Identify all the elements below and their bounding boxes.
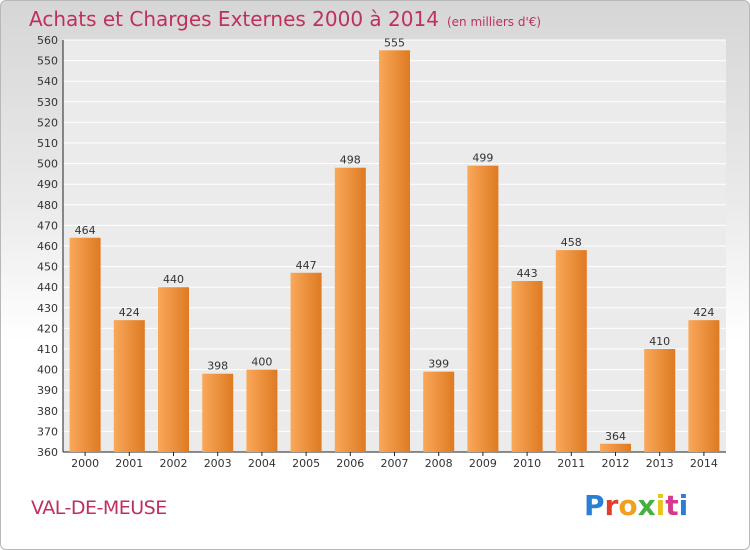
y-tick-label: 460 (37, 240, 58, 253)
y-tick-label: 410 (37, 343, 58, 356)
bar (688, 320, 720, 452)
data-label: 458 (561, 236, 582, 249)
x-tick-label: 2005 (292, 457, 320, 470)
data-label: 364 (605, 430, 626, 443)
logo-letter: t (665, 489, 679, 522)
y-tick-label: 360 (37, 446, 58, 459)
bar (555, 250, 587, 452)
y-tick-label: 490 (37, 178, 58, 191)
logo-letter: i (678, 489, 689, 522)
x-tick-label: 2007 (381, 457, 409, 470)
x-tick-label: 2014 (690, 457, 718, 470)
data-label: 410 (649, 335, 670, 348)
y-tick-label: 560 (37, 34, 58, 47)
data-label: 499 (472, 152, 493, 165)
data-label: 399 (428, 358, 449, 371)
logo-letter: o (618, 489, 638, 522)
x-tick-label: 2012 (602, 457, 630, 470)
logo-letter: x (637, 489, 656, 522)
y-tick-label: 450 (37, 261, 58, 274)
bar (600, 443, 631, 452)
y-tick-label: 390 (37, 384, 58, 397)
bar (644, 349, 676, 452)
y-tick-label: 540 (37, 75, 58, 88)
bar (423, 371, 455, 452)
y-tick-label: 400 (37, 364, 58, 377)
y-tick-label: 530 (37, 96, 58, 109)
data-label: 440 (163, 273, 184, 286)
proxiti-logo: Proxiti (584, 489, 688, 522)
data-label: 424 (119, 306, 140, 319)
bar (334, 167, 366, 452)
y-tick-label: 470 (37, 219, 58, 232)
y-tick-label: 420 (37, 322, 58, 335)
data-label: 498 (340, 154, 361, 167)
data-label: 464 (75, 224, 96, 237)
x-tick-label: 2008 (425, 457, 453, 470)
y-tick-label: 430 (37, 302, 58, 315)
y-tick-label: 380 (37, 405, 58, 418)
logo-letter: r (604, 489, 619, 522)
y-tick-label: 440 (37, 281, 58, 294)
x-tick-label: 2004 (248, 457, 276, 470)
bar (379, 50, 410, 453)
x-tick-label: 2000 (71, 457, 99, 470)
y-tick-label: 510 (37, 137, 58, 150)
data-label: 398 (207, 360, 228, 373)
y-tick-label: 520 (37, 116, 58, 129)
chart-title-text: Achats et Charges Externes 2000 à 2014 (29, 7, 439, 31)
x-tick-label: 2003 (204, 457, 232, 470)
bar (158, 287, 189, 452)
y-tick-label: 550 (37, 55, 58, 68)
bar (113, 320, 145, 452)
bar (290, 272, 322, 452)
x-tick-label: 2013 (646, 457, 674, 470)
data-label: 555 (384, 36, 405, 49)
data-label: 443 (517, 267, 538, 280)
bar (511, 281, 543, 452)
bar (202, 373, 234, 452)
y-tick-label: 500 (37, 158, 58, 171)
x-tick-label: 2006 (336, 457, 364, 470)
logo-letter: i (655, 489, 666, 522)
bar (467, 165, 499, 452)
chart-title: Achats et Charges Externes 2000 à 2014 (e… (29, 7, 541, 31)
y-tick-label: 480 (37, 199, 58, 212)
x-tick-label: 2001 (115, 457, 143, 470)
data-label: 447 (296, 259, 317, 272)
x-tick-label: 2010 (513, 457, 541, 470)
bar (69, 237, 101, 452)
data-label: 400 (251, 356, 272, 369)
logo-letter: P (584, 489, 605, 522)
data-label: 424 (693, 306, 714, 319)
chart-subtitle: (en milliers d'€) (446, 15, 542, 29)
bar (246, 369, 278, 452)
x-tick-label: 2011 (557, 457, 585, 470)
x-tick-label: 2002 (160, 457, 188, 470)
commune-name: VAL-DE-MEUSE (31, 497, 167, 519)
x-tick-label: 2009 (469, 457, 497, 470)
y-tick-label: 370 (37, 425, 58, 438)
